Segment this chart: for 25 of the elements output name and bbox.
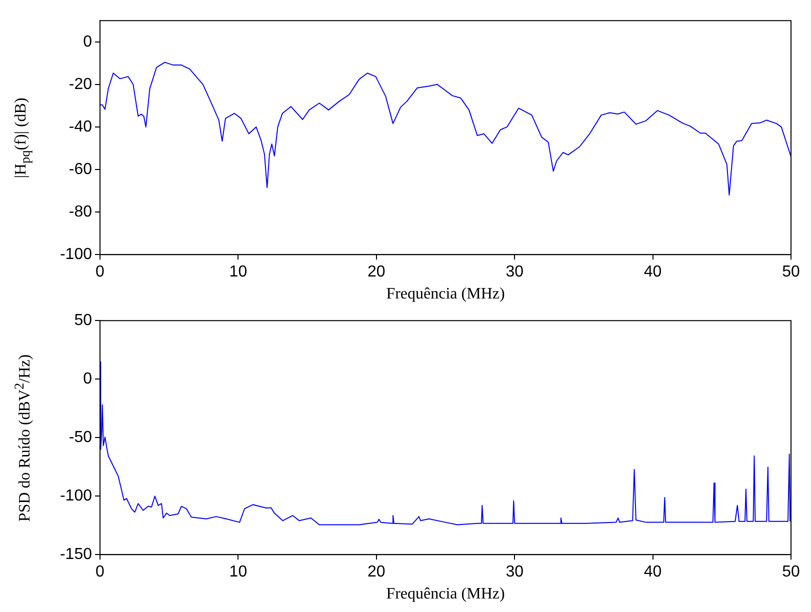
x-tick-label: 10 bbox=[229, 564, 248, 581]
y-tick-label: -40 bbox=[68, 118, 92, 136]
y-tick-label: -100 bbox=[60, 246, 92, 264]
y-tick-label: -150 bbox=[60, 546, 92, 564]
x-tick-label: 0 bbox=[96, 264, 105, 281]
x-tick-label: 40 bbox=[644, 564, 662, 581]
x-tick-label: 20 bbox=[368, 264, 386, 281]
y-tick-label: -20 bbox=[68, 76, 92, 93]
y-tick-label: 0 bbox=[83, 33, 92, 50]
x-tick-label: 10 bbox=[229, 264, 248, 281]
x-tick-label: 40 bbox=[644, 264, 662, 281]
y-tick-label: -50 bbox=[68, 429, 92, 446]
y-tick-label: 0 bbox=[83, 370, 92, 388]
x-tick-label: 0 bbox=[96, 564, 105, 581]
x-tick-label: 50 bbox=[782, 264, 800, 281]
x-tick-label: 30 bbox=[506, 564, 524, 581]
x-tick-label: 30 bbox=[506, 264, 524, 281]
y-tick-label: 50 bbox=[74, 312, 92, 330]
x-tick-label: 20 bbox=[368, 564, 386, 581]
y-tick-label: -100 bbox=[60, 488, 92, 505]
x-axis-title: Frequência (MHz) bbox=[386, 586, 505, 603]
y-tick-label: -80 bbox=[68, 203, 92, 220]
y-tick-label: -60 bbox=[68, 160, 92, 178]
x-tick-label: 50 bbox=[782, 564, 800, 581]
x-axis-title: Frequência (MHz) bbox=[386, 286, 505, 303]
